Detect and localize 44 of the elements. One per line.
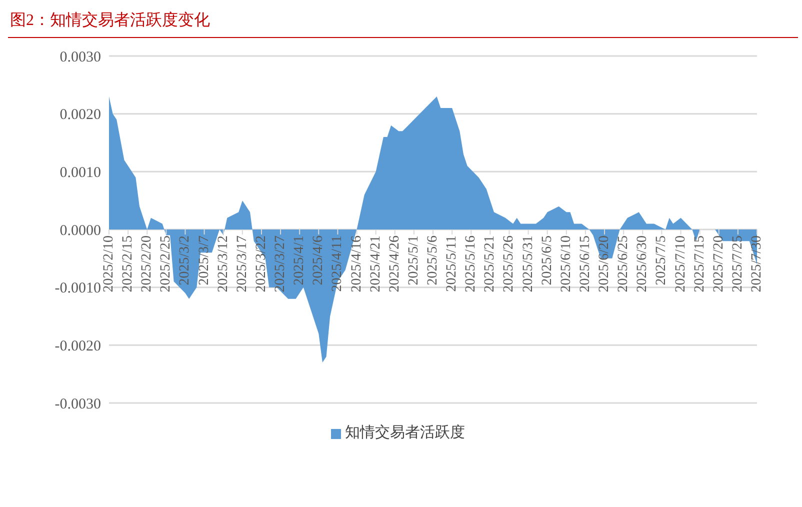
x-tick-label: 2025/5/16 [464, 236, 479, 292]
x-tick-label: 2025/2/25 [158, 236, 174, 292]
x-tick-label: 2025/5/26 [502, 236, 517, 292]
x-tick-label: 2025/2/15 [120, 236, 136, 292]
chart-title: 图2：知情交易者活跃度变化 [8, 8, 798, 38]
x-tick-label: 2025/5/31 [520, 236, 536, 292]
x-tick-label: 2025/3/27 [273, 236, 288, 292]
y-tick-label: -0.0030 [54, 396, 101, 412]
legend-label: 知情交易者活跃度 [345, 425, 465, 441]
y-tick-label: 0.0000 [60, 222, 101, 239]
x-tick-label: 2025/6/25 [616, 236, 632, 292]
x-tick-label: 2025/7/30 [750, 236, 764, 292]
x-tick-label: 2025/3/7 [196, 236, 212, 286]
x-tick-label: 2025/7/25 [730, 236, 746, 292]
x-tick-label: 2025/3/12 [216, 236, 231, 292]
y-tick-label: 0.0020 [60, 107, 101, 124]
x-tick-label: 2025/6/5 [540, 236, 555, 286]
x-tick-label: 2025/4/1 [292, 236, 308, 286]
x-tick-label: 2025/6/10 [558, 236, 574, 292]
x-tick-label: 2025/2/10 [102, 236, 116, 292]
x-tick-label: 2025/4/6 [311, 236, 326, 286]
x-tick-label: 2025/7/5 [654, 236, 670, 286]
x-tick-label: 2025/5/6 [426, 236, 440, 286]
x-tick-label: 2025/5/21 [482, 236, 498, 292]
x-tick-label: 2025/7/10 [673, 236, 688, 292]
x-tick-label: 2025/6/20 [597, 236, 612, 292]
y-tick-label: -0.0020 [54, 338, 101, 354]
x-tick-label: 2025/7/15 [692, 236, 708, 292]
x-tick-label: 2025/3/22 [254, 236, 269, 292]
x-tick-label: 2025/5/11 [444, 236, 460, 292]
x-tick-label: 2025/5/1 [406, 236, 422, 286]
x-tick-label: 2025/6/15 [578, 236, 593, 292]
x-tick-label: 2025/6/30 [635, 236, 650, 292]
x-tick-label: 2025/4/16 [349, 236, 364, 292]
x-tick-label: 2025/3/2 [178, 236, 193, 286]
y-tick-label: 0.0030 [60, 49, 101, 66]
x-tick-label: 2025/2/20 [140, 236, 155, 292]
y-tick-label: -0.0010 [54, 280, 101, 297]
x-tick-label: 2025/4/21 [368, 236, 384, 292]
x-tick-label: 2025/4/11 [330, 236, 346, 292]
x-tick-label: 2025/7/20 [711, 236, 726, 292]
x-tick-label: 2025/4/26 [387, 236, 402, 292]
y-tick-label: 0.0010 [60, 164, 101, 181]
x-tick-label: 2025/3/17 [234, 236, 250, 292]
